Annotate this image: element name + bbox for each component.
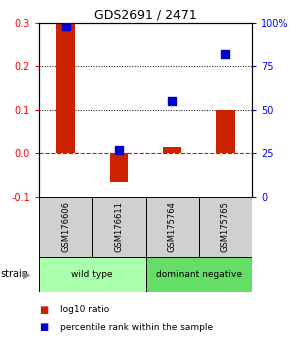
Text: percentile rank within the sample: percentile rank within the sample (60, 323, 213, 332)
Text: dominant negative: dominant negative (156, 270, 242, 279)
Text: ▶: ▶ (22, 269, 30, 279)
Text: GSM175764: GSM175764 (168, 201, 177, 252)
Text: ■: ■ (39, 305, 48, 315)
Text: GSM176606: GSM176606 (61, 201, 70, 252)
Point (223, 51, 228, 57)
Point (116, 147, 121, 153)
Bar (110, 153, 128, 182)
Text: ■: ■ (39, 322, 48, 332)
Bar (146, 197, 199, 257)
Text: GSM176611: GSM176611 (114, 201, 123, 252)
Bar (199, 197, 252, 257)
Bar (163, 147, 182, 153)
Text: strain: strain (0, 269, 28, 279)
Point (170, 98, 175, 104)
Bar (56, 23, 75, 153)
Bar (146, 257, 252, 292)
Bar (39, 197, 92, 257)
Bar (92, 197, 146, 257)
Text: wild type: wild type (71, 270, 113, 279)
Text: GSM175765: GSM175765 (221, 201, 230, 252)
Point (63, 24, 68, 29)
Bar (216, 110, 235, 153)
Title: GDS2691 / 2471: GDS2691 / 2471 (94, 9, 197, 22)
Bar (39, 257, 146, 292)
Text: log10 ratio: log10 ratio (60, 305, 109, 314)
